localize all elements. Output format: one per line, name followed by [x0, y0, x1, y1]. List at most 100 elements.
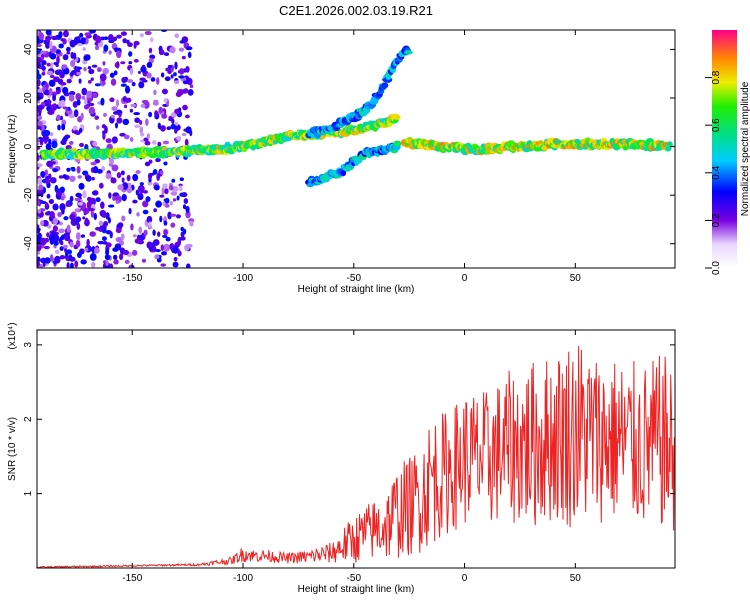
heat-cell — [134, 117, 140, 123]
heat-cell — [164, 188, 169, 195]
heat-cell — [88, 68, 95, 75]
heat-cell — [180, 226, 184, 232]
heat-cell — [186, 263, 191, 268]
heat-cell — [132, 234, 137, 238]
colorbar-tick-label: 0.8 — [711, 70, 722, 84]
heat-cell — [129, 108, 134, 113]
heat-cell — [103, 112, 107, 118]
heat-cell — [37, 73, 42, 80]
x-tick-label: -150 — [122, 573, 142, 584]
heat-cell — [116, 172, 122, 179]
heat-cell — [102, 212, 107, 218]
heat-cell — [163, 161, 168, 166]
x-tick-label: 0 — [462, 573, 468, 584]
heat-cell — [91, 190, 98, 196]
heat-cell — [42, 85, 46, 92]
heat-cell — [149, 37, 154, 43]
heat-cell — [86, 238, 90, 247]
heat-cell — [184, 244, 190, 252]
heat-cell — [59, 246, 64, 251]
heat-cell — [167, 64, 172, 69]
heat-cell — [96, 67, 102, 73]
heat-cell — [40, 257, 47, 264]
heat-cell — [94, 226, 102, 231]
heat-cell — [164, 197, 170, 204]
colorbar-label: Normalized spectral amplitude — [740, 81, 750, 216]
heat-cell — [67, 106, 71, 111]
heat-cell — [88, 208, 95, 212]
heat-cell — [92, 92, 98, 98]
heat-cell — [45, 176, 51, 180]
heat-cell — [37, 88, 44, 93]
heat-cell — [49, 74, 55, 79]
heat-cell — [182, 204, 187, 210]
heat-cell — [115, 227, 122, 234]
x-tick-label: -50 — [347, 573, 362, 584]
heat-cell — [98, 182, 104, 189]
heat-cell — [44, 89, 51, 96]
heat-cell — [91, 64, 98, 68]
heat-cell — [69, 175, 76, 182]
heat-cell — [107, 204, 115, 208]
heat-cell — [116, 117, 123, 124]
heat-cell — [183, 198, 189, 204]
heat-cell — [43, 245, 50, 250]
heat-cell — [116, 50, 122, 59]
heat-cell — [52, 94, 57, 102]
heat-cell — [142, 209, 149, 215]
heat-cell — [75, 216, 82, 223]
heat-cell — [110, 78, 117, 86]
heat-cell — [66, 51, 71, 55]
heat-cell — [69, 213, 76, 221]
heat-cell — [87, 66, 92, 70]
heat-cell — [120, 170, 125, 176]
heat-cell — [59, 71, 65, 79]
heat-cell — [50, 61, 54, 70]
heat-cell — [66, 167, 71, 172]
spectrogram-x-label: Height of straight line (km) — [298, 284, 415, 295]
heat-cell — [52, 203, 59, 211]
heat-cell — [120, 31, 127, 36]
heat-cell — [187, 88, 194, 96]
heat-cell — [63, 136, 69, 141]
heat-cell — [77, 201, 83, 206]
heat-cell — [53, 76, 60, 83]
heat-cell — [392, 140, 402, 147]
heat-cell — [170, 213, 177, 217]
heat-cell — [37, 115, 43, 120]
heat-cell — [167, 211, 172, 220]
heat-cell — [181, 88, 189, 94]
heat-cell — [148, 246, 153, 251]
chart-title: C2E1.2026.002.03.19.R21 — [279, 3, 433, 18]
heat-cell — [104, 125, 108, 134]
heat-cell — [79, 32, 84, 38]
heat-cell — [48, 198, 55, 205]
heat-cell — [173, 256, 178, 262]
heat-cell — [120, 61, 126, 65]
heat-cell — [177, 239, 181, 247]
heat-cell — [120, 233, 125, 241]
heat-cell — [54, 255, 61, 264]
heat-cell — [130, 223, 134, 231]
heat-cell — [74, 65, 78, 74]
heat-cell — [161, 113, 168, 119]
heat-cell — [84, 32, 92, 37]
heat-cell — [121, 215, 126, 222]
heat-cell — [170, 123, 177, 130]
heat-cell — [111, 136, 118, 144]
heat-cell — [173, 80, 180, 85]
heat-cell — [66, 262, 70, 268]
heat-cell — [108, 40, 115, 44]
heat-cell — [80, 37, 86, 42]
heat-cell — [37, 37, 40, 44]
heat-cell — [105, 260, 109, 267]
x-tick-label: 50 — [570, 573, 582, 584]
x-tick-label: -150 — [122, 273, 142, 284]
heat-cell — [164, 52, 170, 57]
heat-cell — [57, 211, 63, 218]
heat-cell — [78, 127, 83, 133]
heat-cell — [90, 210, 95, 218]
heat-cell — [39, 138, 45, 143]
heat-cell — [76, 165, 81, 174]
heat-cell — [143, 190, 148, 194]
